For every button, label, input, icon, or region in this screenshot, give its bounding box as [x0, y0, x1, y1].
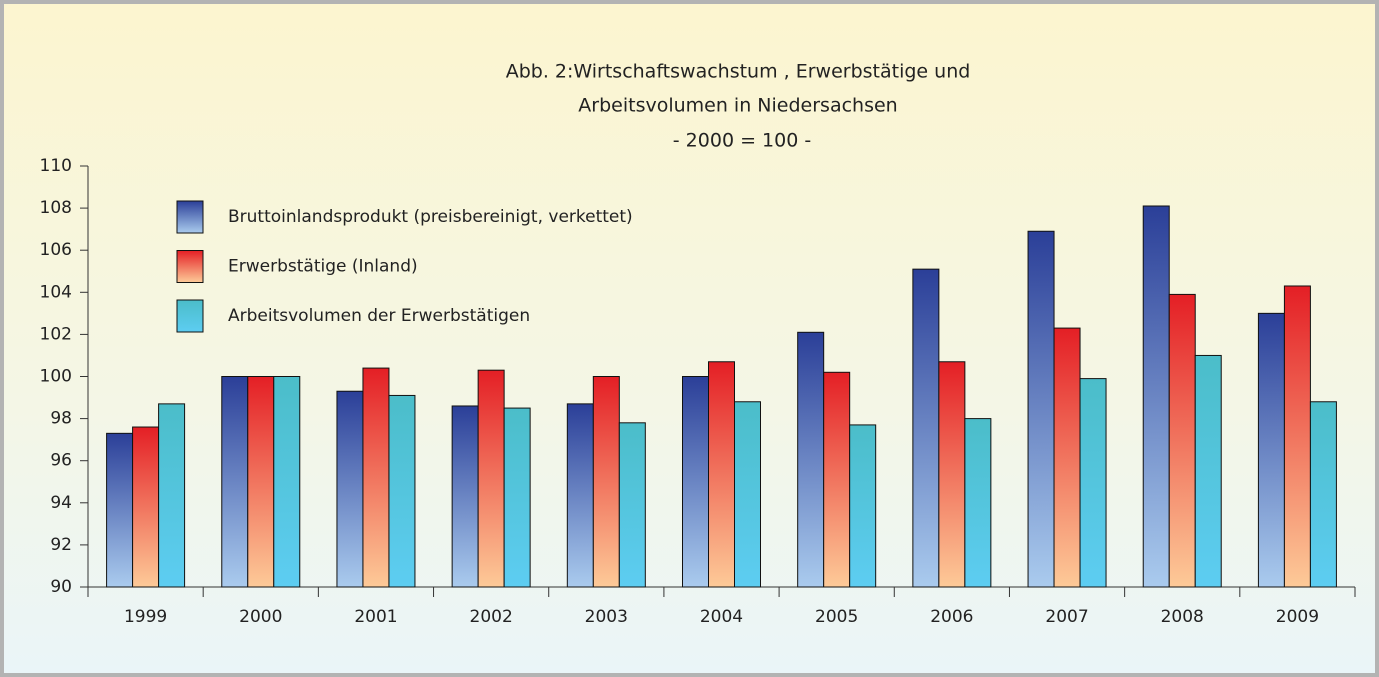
x-tick-label: 2005 [815, 607, 858, 627]
bar [1283, 285, 1311, 588]
x-tick-label: 2000 [239, 607, 282, 627]
legend-label: Erwerbstätige (Inland) [228, 257, 418, 277]
legend-label: Bruttoinlandsprodukt (preisbereinigt, ve… [228, 207, 633, 227]
bar [797, 331, 825, 588]
legend-swatch [176, 250, 204, 283]
bar [849, 424, 877, 588]
x-tick-label: 2008 [1161, 607, 1204, 627]
x-tick-label: 2002 [470, 607, 513, 627]
bar [1257, 312, 1285, 588]
x-tick-label: 2004 [700, 607, 743, 627]
bar [273, 376, 301, 588]
bar [336, 390, 364, 588]
x-tick-label: 2001 [354, 607, 397, 627]
bar [1053, 327, 1081, 588]
legend-swatch [176, 299, 204, 333]
bar [1194, 354, 1222, 588]
bar [1168, 293, 1196, 588]
bar [592, 376, 620, 588]
bar [708, 361, 735, 588]
bar [823, 371, 851, 588]
bar [1309, 401, 1337, 588]
bar [451, 405, 479, 588]
y-tick-label: 98 [50, 409, 72, 429]
bar [618, 422, 646, 588]
bar [682, 376, 709, 588]
y-tick-label: 106 [40, 240, 72, 260]
bar [1079, 378, 1107, 588]
bar [388, 394, 416, 588]
y-tick-label: 92 [50, 535, 72, 555]
bar [1142, 205, 1170, 588]
y-tick-label: 102 [40, 324, 72, 344]
x-tick-label: 1999 [124, 607, 167, 627]
bar [362, 367, 390, 588]
y-tick-label: 100 [40, 367, 72, 387]
y-tick-label: 94 [50, 493, 72, 513]
y-tick-label: 96 [50, 451, 72, 471]
bar [964, 418, 992, 588]
bar [247, 376, 275, 588]
y-tick-label: 110 [40, 156, 72, 176]
bar [503, 407, 531, 588]
chart-title: Arbeitsvolumen in Niedersachsen [578, 95, 897, 117]
bar [566, 403, 594, 588]
bar [912, 268, 940, 588]
bar [1027, 230, 1055, 588]
x-tick-label: 2003 [585, 607, 628, 627]
bar [158, 403, 186, 588]
x-tick-label: 2009 [1276, 607, 1319, 627]
y-tick-label: 90 [50, 577, 72, 597]
x-tick-label: 2006 [930, 607, 973, 627]
chart-subtitle: - 2000 = 100 - [673, 130, 811, 152]
y-tick-label: 104 [40, 282, 72, 302]
x-tick-label: 2007 [1045, 607, 1088, 627]
legend-swatch [176, 200, 204, 234]
legend-label: Arbeitsvolumen der Erwerbstätigen [228, 306, 530, 326]
bar [938, 361, 966, 588]
bar [221, 376, 249, 588]
chart-title: Abb. 2:Wirtschaftswachstum , Erwerbstäti… [506, 61, 971, 83]
bar [734, 401, 761, 588]
bar [132, 426, 160, 588]
bar [477, 369, 505, 588]
bar [106, 432, 134, 588]
y-tick-label: 108 [40, 198, 72, 218]
